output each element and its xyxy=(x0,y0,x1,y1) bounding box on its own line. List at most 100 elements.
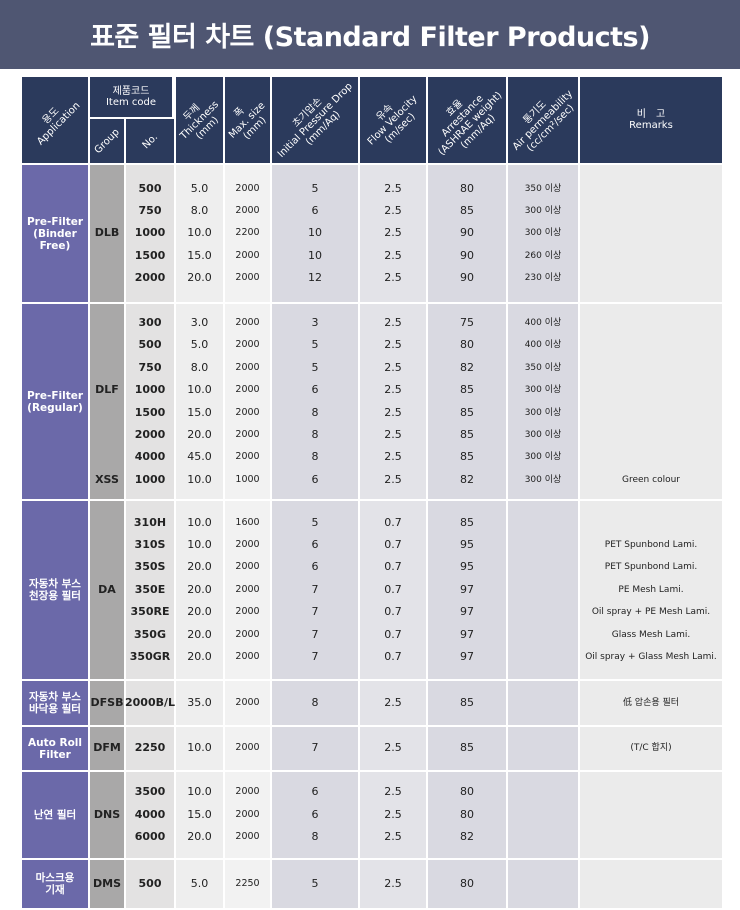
thickness-value: 5.0 xyxy=(190,338,209,352)
section-2: 자동차 부스 천장용 필터 DA 310H 310S 350S 350E 350RE 350G 3… xyxy=(22,501,722,679)
permeability-column xyxy=(508,501,578,679)
pressure-value: 6 xyxy=(311,203,319,217)
no-value: 350RE xyxy=(130,605,170,619)
permeability-value: 350 이상 xyxy=(524,183,562,194)
remarks-value: PET Spunbond Lami. xyxy=(604,540,698,551)
application-label: Auto Roll xyxy=(28,736,82,749)
pressure-value: 8 xyxy=(311,405,319,419)
velocity-value: 0.7 xyxy=(384,605,402,619)
velocity-value: 2.5 xyxy=(384,450,402,464)
no-value: 310S xyxy=(134,538,166,552)
remarks-column xyxy=(580,860,722,908)
thickness-value: 10.0 xyxy=(187,515,212,529)
header-thickness: 두께 Thickness (mm) xyxy=(176,77,223,163)
thickness-value: 10.0 xyxy=(187,785,212,799)
group-cell: DLB xyxy=(90,165,124,302)
size-value: 2000 xyxy=(235,428,260,440)
size-column: 2000 2000 2000 2000 2000 2000 2000 1000 xyxy=(225,304,270,499)
remarks-column: PET Spunbond Lami. PET Spunbond Lami. PE M… xyxy=(580,501,722,679)
arrestance-value: 97 xyxy=(460,582,474,596)
arrestance-column: 85 95 95 97 97 97 97 xyxy=(428,501,506,679)
velocity-value: 2.5 xyxy=(384,830,402,844)
arrestance-value: 80 xyxy=(460,181,474,195)
thickness-column: 10.0 xyxy=(176,727,223,770)
pressure-value: 6 xyxy=(311,383,319,397)
arrestance-column: 80 80 82 xyxy=(428,772,506,858)
no-value: 2000 xyxy=(134,271,166,285)
size-value: 2000 xyxy=(235,249,260,261)
size-value: 2000 xyxy=(235,539,260,551)
application-cell: Pre-Filter (Regular) xyxy=(22,304,88,499)
remarks-column xyxy=(580,772,722,858)
thickness-value: 10.0 xyxy=(187,226,212,240)
application-label: 천장용 필터 xyxy=(29,590,81,602)
application-label: Pre-Filter xyxy=(26,215,84,228)
velocity-column: 2.5 2.5 2.5 2.5 2.5 2.5 2.5 2.5 xyxy=(360,304,426,499)
group-label: DFM xyxy=(93,741,121,755)
thickness-value: 20.0 xyxy=(187,649,212,663)
velocity-value: 2.5 xyxy=(384,785,402,799)
permeability-value: 300 이상 xyxy=(524,429,562,440)
pressure-value: 5 xyxy=(311,181,319,195)
pressure-column: 5 6 6 7 7 7 7 xyxy=(272,501,358,679)
size-value: 2000 xyxy=(235,696,260,708)
application-label: (Binder Free) xyxy=(33,227,77,252)
arrestance-value: 90 xyxy=(460,271,474,285)
no-value: 1500 xyxy=(134,248,166,262)
no-value: 6000 xyxy=(134,830,166,844)
velocity-value: 0.7 xyxy=(384,627,402,641)
arrestance-value: 85 xyxy=(460,741,474,755)
pressure-value: 8 xyxy=(311,830,319,844)
thickness-value: 8.0 xyxy=(190,203,209,217)
pressure-value: 5 xyxy=(311,876,319,890)
thickness-value: 35.0 xyxy=(187,695,212,709)
velocity-value: 2.5 xyxy=(384,315,402,329)
header-remarks: 비 고 Remarks xyxy=(580,77,722,163)
application-label: 난연 필터 xyxy=(33,809,77,821)
thickness-value: 45.0 xyxy=(187,450,212,464)
pressure-value: 7 xyxy=(311,627,319,641)
pressure-value: 7 xyxy=(311,741,319,755)
pressure-column: 5 xyxy=(272,860,358,908)
pressure-column: 8 xyxy=(272,681,358,725)
section-0: Pre-Filter (Binder Free) DLB 500 750 1000 1500… xyxy=(22,165,722,302)
arrestance-value: 90 xyxy=(460,248,474,262)
pressure-column: 5 6 10 10 12 xyxy=(272,165,358,302)
header-label: Remarks xyxy=(629,120,673,131)
permeability-value: 300 이상 xyxy=(524,228,562,239)
size-value: 2000 xyxy=(235,272,260,284)
velocity-value: 2.5 xyxy=(384,360,402,374)
size-value: 2000 xyxy=(235,182,260,194)
velocity-value: 2.5 xyxy=(384,405,402,419)
size-value: 2000 xyxy=(235,361,260,373)
group-cell: DFSB xyxy=(90,681,124,725)
size-column: 2000 2000 2000 xyxy=(225,772,270,858)
velocity-column: 0.7 0.7 0.7 0.7 0.7 0.7 0.7 xyxy=(360,501,426,679)
page-title: 표준 필터 차트 (Standard Filter Products) xyxy=(0,0,740,69)
no-value: 300 xyxy=(138,315,162,329)
group-cell: DMS xyxy=(90,860,124,908)
header-arrestance: 효율 Arrestance (ASHRAE weight) (mm/Aq) xyxy=(428,77,506,163)
pressure-value: 5 xyxy=(311,515,319,529)
permeability-value: 300 이상 xyxy=(524,385,562,396)
no-value: 3500 xyxy=(134,785,166,799)
pressure-value: 6 xyxy=(311,560,319,574)
no-value: 2000B/L xyxy=(124,695,176,709)
permeability-value: 400 이상 xyxy=(524,340,562,351)
no-value: 350E xyxy=(134,582,166,596)
size-column: 2000 2000 2200 2000 2000 xyxy=(225,165,270,302)
pressure-value: 6 xyxy=(311,785,319,799)
permeability-value: 300 이상 xyxy=(524,452,562,463)
header-application: 용도 Application xyxy=(22,77,88,163)
size-value: 1600 xyxy=(235,516,260,528)
thickness-value: 20.0 xyxy=(187,560,212,574)
arrestance-value: 85 xyxy=(460,383,474,397)
pressure-value: 7 xyxy=(311,605,319,619)
size-value: 2250 xyxy=(235,877,260,889)
header-size: 폭 Max. size (mm) xyxy=(225,77,270,163)
arrestance-column: 85 xyxy=(428,681,506,725)
arrestance-column: 85 xyxy=(428,727,506,770)
thickness-value: 10.0 xyxy=(187,472,212,486)
header-label: 제품코드 xyxy=(112,86,150,97)
arrestance-value: 85 xyxy=(460,203,474,217)
